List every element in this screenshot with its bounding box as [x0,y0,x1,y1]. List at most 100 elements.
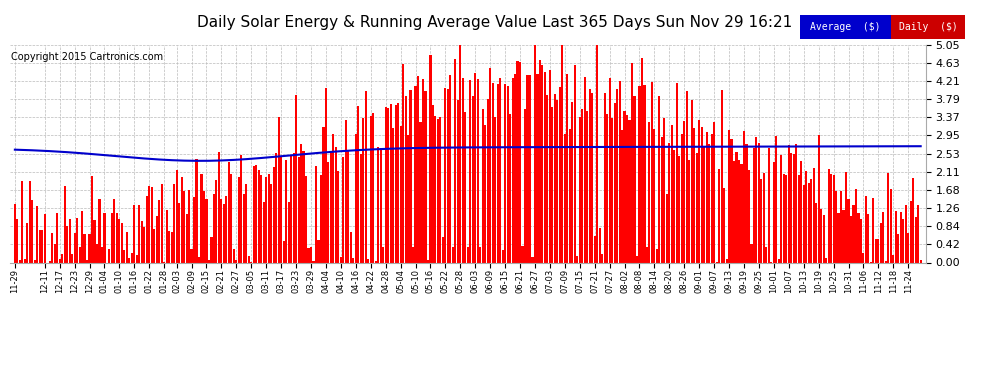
Bar [427,260,429,262]
Bar [387,108,389,262]
Bar [619,81,621,262]
Bar [527,75,529,262]
Bar [206,199,208,262]
Bar [432,105,434,262]
Bar [905,205,907,262]
Bar [586,111,588,262]
Bar [783,174,785,262]
Bar [236,260,238,262]
Bar [594,236,596,262]
Bar [295,95,297,262]
Bar [790,153,792,262]
Bar [134,206,136,262]
Bar [576,256,578,262]
Bar [775,135,777,262]
Bar [313,261,315,262]
Bar [823,215,825,262]
Bar [920,260,922,262]
Bar [144,227,146,262]
Bar [119,219,121,262]
Bar [303,151,305,262]
Bar [195,159,198,262]
Bar [415,86,417,262]
Bar [369,116,372,262]
Bar [507,86,509,262]
Bar [631,63,633,262]
Bar [267,174,269,262]
Bar [338,171,340,262]
Bar [872,198,874,262]
Bar [180,177,183,262]
Bar [860,219,862,262]
Bar [551,106,553,262]
Bar [696,153,698,262]
Bar [124,251,126,262]
Bar [815,202,817,262]
Bar [584,77,586,262]
Bar [892,255,894,262]
Bar [88,234,91,262]
Bar [262,202,264,262]
Bar [185,214,188,262]
Bar [445,88,446,262]
Bar [668,142,670,262]
Bar [591,93,593,262]
Bar [466,247,469,262]
Bar [539,60,541,262]
Bar [703,147,705,262]
Bar [61,254,63,262]
Bar [788,146,790,262]
Bar [384,108,387,262]
Bar [190,249,193,262]
Bar [847,199,849,262]
Bar [437,119,439,262]
Bar [63,186,65,262]
Bar [548,70,551,262]
Bar [359,153,361,262]
Bar [282,241,285,262]
Bar [160,184,162,262]
Bar [574,65,576,262]
Bar [116,213,118,262]
Bar [758,143,760,262]
Bar [910,201,912,262]
Bar [733,161,736,262]
Bar [629,120,631,262]
Bar [489,68,491,262]
Bar [534,45,536,262]
Bar [32,200,34,262]
Bar [21,181,24,262]
Text: Daily  ($): Daily ($) [899,22,957,32]
Bar [589,89,591,262]
Bar [168,231,170,262]
Bar [900,212,902,262]
Bar [558,87,561,262]
Bar [673,150,675,262]
Bar [750,244,752,262]
Bar [484,125,486,262]
Bar [272,167,275,262]
Bar [265,177,267,262]
Bar [208,260,210,262]
Bar [42,230,44,262]
Text: Average  ($): Average ($) [810,22,881,32]
Bar [912,178,915,262]
Bar [19,260,21,262]
Bar [566,74,568,262]
Bar [653,129,655,262]
Bar [897,234,899,262]
Bar [542,65,544,262]
Bar [320,175,322,262]
Text: Copyright 2015 Cartronics.com: Copyright 2015 Cartronics.com [11,51,163,62]
Bar [768,148,770,262]
Bar [24,258,26,262]
Bar [178,203,180,262]
Bar [175,170,177,262]
Bar [203,191,205,262]
Bar [248,256,249,262]
Bar [890,189,892,262]
Bar [713,122,715,262]
Bar [512,78,514,262]
Bar [454,59,456,262]
Bar [469,80,471,262]
